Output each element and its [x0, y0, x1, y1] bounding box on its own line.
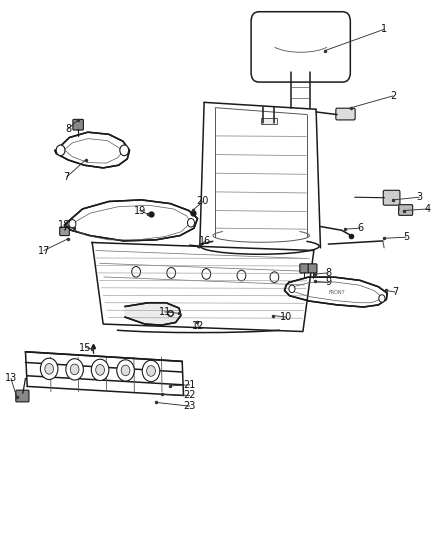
Circle shape: [378, 295, 384, 302]
Text: 10: 10: [279, 312, 292, 322]
Text: 22: 22: [183, 391, 195, 400]
FancyBboxPatch shape: [261, 118, 276, 124]
FancyBboxPatch shape: [335, 108, 354, 120]
Circle shape: [142, 360, 159, 382]
Text: 12: 12: [192, 321, 204, 331]
Text: 21: 21: [183, 380, 195, 390]
Circle shape: [56, 145, 65, 156]
Polygon shape: [65, 200, 197, 241]
Text: 6: 6: [356, 223, 362, 233]
FancyBboxPatch shape: [251, 12, 350, 82]
Polygon shape: [284, 277, 386, 307]
Circle shape: [70, 364, 79, 375]
Circle shape: [66, 359, 83, 380]
Text: 7: 7: [391, 287, 397, 297]
Circle shape: [269, 272, 278, 282]
Circle shape: [166, 268, 175, 278]
Circle shape: [288, 285, 294, 293]
Circle shape: [201, 269, 210, 279]
Circle shape: [131, 266, 140, 277]
Text: 11: 11: [158, 307, 170, 317]
Text: 1: 1: [380, 25, 386, 34]
Circle shape: [91, 359, 109, 381]
Circle shape: [187, 219, 194, 227]
Circle shape: [95, 365, 104, 375]
Text: 4: 4: [424, 204, 430, 214]
Text: 17: 17: [38, 246, 50, 255]
Text: 13: 13: [5, 374, 17, 383]
Polygon shape: [125, 303, 180, 325]
Text: 18: 18: [57, 220, 70, 230]
Text: 20: 20: [196, 197, 208, 206]
FancyBboxPatch shape: [382, 190, 399, 205]
Circle shape: [120, 145, 128, 156]
Circle shape: [237, 270, 245, 281]
Text: 16: 16: [199, 236, 211, 246]
Polygon shape: [55, 132, 129, 168]
Circle shape: [121, 365, 130, 376]
Text: 9: 9: [325, 278, 331, 287]
Circle shape: [45, 364, 53, 374]
Text: 2: 2: [389, 91, 395, 101]
Text: 7: 7: [64, 172, 70, 182]
FancyBboxPatch shape: [307, 264, 316, 273]
Text: 8: 8: [65, 124, 71, 134]
Text: 3: 3: [415, 192, 421, 202]
Text: 15: 15: [79, 343, 92, 352]
Text: FRONT: FRONT: [328, 290, 345, 295]
Text: 23: 23: [183, 401, 195, 411]
Circle shape: [40, 358, 58, 379]
Text: 5: 5: [402, 232, 408, 242]
FancyBboxPatch shape: [299, 264, 308, 273]
FancyBboxPatch shape: [60, 227, 69, 236]
Circle shape: [117, 360, 134, 381]
FancyBboxPatch shape: [398, 205, 412, 215]
Text: 8: 8: [325, 268, 331, 278]
FancyBboxPatch shape: [16, 390, 29, 402]
FancyBboxPatch shape: [73, 119, 83, 130]
Circle shape: [146, 366, 155, 376]
Text: 19: 19: [133, 206, 145, 215]
Circle shape: [69, 220, 76, 228]
